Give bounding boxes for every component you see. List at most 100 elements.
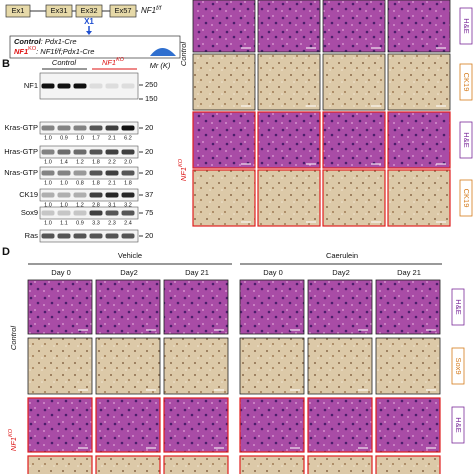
micrograph <box>95 279 161 335</box>
ratio: 3.2 <box>124 202 132 208</box>
gene-diagram: Ex1 Ex31 Ex32 Ex57 NF1f/f X1 Control: Pd… <box>5 4 181 59</box>
group-label: Control <box>179 42 188 67</box>
micrograph <box>239 455 305 474</box>
band <box>41 210 55 216</box>
ratio: 0.9 <box>76 220 84 226</box>
protein-label: Ras <box>25 231 39 240</box>
panel-d: D Vehicle Caerulein Day 0 Day2 Day 21 Day 0… <box>2 246 465 474</box>
band <box>57 170 71 176</box>
day-label: Day2 <box>120 268 138 277</box>
band <box>57 233 71 239</box>
stain-tag <box>451 406 465 444</box>
panel-label: B <box>2 58 10 70</box>
band <box>105 233 119 239</box>
band <box>41 170 55 176</box>
band <box>89 83 103 89</box>
ratio: 1.0 <box>44 202 52 208</box>
band <box>57 125 71 131</box>
band <box>121 149 135 155</box>
micrograph <box>387 111 451 169</box>
stain-tag <box>459 63 473 101</box>
stain-label: CK19 <box>462 73 471 92</box>
panel-c: H&E CK19 H&E CK19 Control NF1KO <box>178 0 473 227</box>
micrograph <box>387 53 451 111</box>
band <box>73 149 87 155</box>
micrograph <box>322 111 386 169</box>
band <box>89 192 103 198</box>
mr-label: Mr (K) <box>150 61 171 70</box>
day-label: Day2 <box>332 268 350 277</box>
band <box>105 170 119 176</box>
micrograph <box>322 0 386 53</box>
protein-label: Kras-GTP <box>5 123 38 132</box>
blot-frame <box>39 229 139 243</box>
micrograph <box>307 279 373 335</box>
micrograph <box>375 337 441 395</box>
stain-label: H&E <box>454 299 463 314</box>
western-blot: B Control NF1KO Mr (K) NF1 250150Kras-GTP… <box>2 57 171 243</box>
stain-label: H&E <box>462 132 471 147</box>
ratio: 2.3 <box>108 220 116 226</box>
exon <box>109 4 137 18</box>
deletion-label: X1 <box>84 17 94 26</box>
ratio: 3.1 <box>108 202 116 208</box>
micrograph <box>257 0 321 53</box>
blot-frame <box>39 206 139 220</box>
band <box>105 149 119 155</box>
protein-label: NF1 <box>24 81 38 90</box>
blot-frame <box>39 145 139 159</box>
group-sup: KO <box>178 158 184 167</box>
band <box>73 83 87 89</box>
genotype-name: Control <box>14 37 42 46</box>
genotype-text: : Pdx1-Cre <box>41 37 77 46</box>
group-name: NF1 <box>102 58 116 67</box>
micrograph <box>95 455 161 474</box>
marker-label: 20 <box>145 123 153 132</box>
band <box>41 125 55 131</box>
ratio: 1.0 <box>60 202 68 208</box>
group-name: Control <box>9 326 18 351</box>
micrograph <box>95 337 161 395</box>
micrograph <box>387 169 451 227</box>
group-name: NF1 <box>9 437 18 451</box>
protein-label: Sox9 <box>21 208 38 217</box>
micrograph <box>192 53 256 111</box>
group-name: NF1 <box>179 167 188 181</box>
band <box>73 233 87 239</box>
ratio: 1.0 <box>44 159 52 165</box>
stain-tag <box>451 347 465 385</box>
micrograph <box>163 397 229 453</box>
ratio: 1.0 <box>44 220 52 226</box>
ratio: 2.2 <box>108 159 116 165</box>
exon <box>45 4 73 18</box>
marker-label: 37 <box>145 190 153 199</box>
stain-label: Sox9 <box>454 357 463 374</box>
exon-label: Ex32 <box>80 6 97 15</box>
group-label: Control <box>52 58 77 67</box>
band <box>105 210 119 216</box>
blot-frame <box>39 72 139 100</box>
stain-tag <box>459 179 473 217</box>
day-label: Day 0 <box>51 268 71 277</box>
protein-label: Nras-GTP <box>4 168 38 177</box>
exon <box>5 4 31 18</box>
exon-label: Ex1 <box>12 6 25 15</box>
band <box>89 233 103 239</box>
band <box>89 210 103 216</box>
band <box>121 83 135 89</box>
ratio: 0.8 <box>76 180 84 186</box>
micrograph <box>163 455 229 474</box>
band <box>41 233 55 239</box>
ratio: 1.4 <box>60 159 68 165</box>
group-label: Vehicle <box>118 251 142 260</box>
micrograph <box>163 337 229 395</box>
genotype: Control: Pdx1-Cre <box>14 37 77 46</box>
genotype-sup: KO <box>28 46 37 52</box>
genotype-box <box>9 35 181 59</box>
band <box>105 83 119 89</box>
micrograph <box>307 337 373 395</box>
band <box>41 192 55 198</box>
ratio: 2.0 <box>124 159 132 165</box>
micrograph <box>192 169 256 227</box>
